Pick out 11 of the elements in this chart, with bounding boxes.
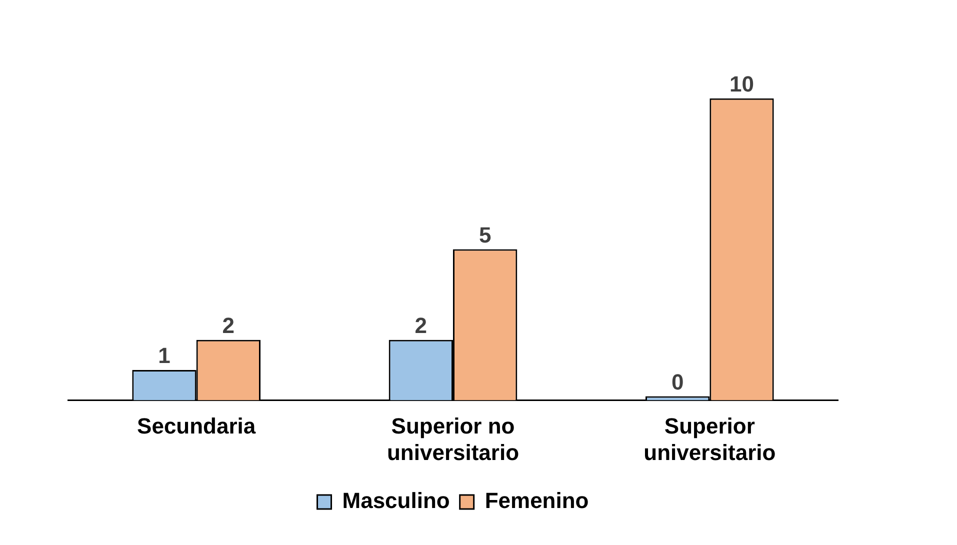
data-label: 2 [222, 312, 235, 338]
legend-label: Femenino [484, 488, 589, 514]
data-label: 10 [730, 71, 754, 96]
x-tick-label: Superior universitario [644, 413, 776, 465]
data-label: 2 [414, 312, 428, 338]
data-label: 1 [158, 343, 170, 368]
data-label: 5 [478, 222, 492, 248]
x-tick-label: Superior no universitario [386, 413, 520, 465]
data-label: 0 [671, 369, 684, 394]
x-tick-label: Secundaria [137, 413, 256, 438]
legend-label: Masculino [342, 488, 450, 514]
